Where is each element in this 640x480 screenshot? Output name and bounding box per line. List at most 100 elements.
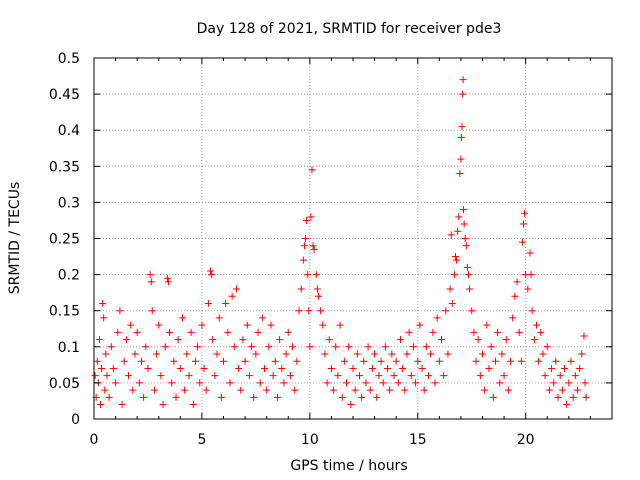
data-point bbox=[303, 216, 311, 224]
data-point bbox=[101, 386, 109, 394]
data-point bbox=[358, 393, 366, 401]
data-point bbox=[278, 364, 286, 372]
data-point bbox=[211, 372, 219, 380]
data-point bbox=[539, 350, 547, 358]
data-point bbox=[381, 343, 389, 351]
y-tick-label: 0.15 bbox=[49, 304, 80, 320]
data-point bbox=[433, 314, 441, 322]
data-point bbox=[392, 357, 400, 365]
data-point bbox=[437, 336, 445, 344]
data-point bbox=[213, 350, 221, 358]
data-point bbox=[125, 372, 133, 380]
data-point bbox=[325, 336, 333, 344]
data-point bbox=[291, 386, 299, 394]
data-point bbox=[347, 401, 355, 409]
data-point bbox=[129, 386, 137, 394]
data-point bbox=[390, 372, 398, 380]
x-tick-label: 0 bbox=[90, 432, 99, 448]
data-point bbox=[200, 364, 208, 372]
data-point bbox=[133, 328, 141, 336]
data-point bbox=[116, 307, 124, 315]
data-point bbox=[371, 350, 379, 358]
data-point bbox=[176, 364, 184, 372]
y-axis-label: SRMTID / TECUs bbox=[7, 182, 23, 295]
data-point bbox=[416, 321, 424, 329]
data-point bbox=[254, 328, 262, 336]
data-point bbox=[442, 307, 450, 315]
data-point bbox=[458, 123, 466, 131]
data-point bbox=[202, 386, 210, 394]
data-point bbox=[226, 379, 234, 387]
data-point bbox=[373, 393, 381, 401]
data-point bbox=[349, 364, 357, 372]
data-point bbox=[172, 393, 180, 401]
data-point bbox=[304, 271, 312, 279]
data-point bbox=[355, 372, 363, 380]
data-point bbox=[476, 372, 484, 380]
data-point bbox=[319, 321, 327, 329]
data-point bbox=[265, 343, 273, 351]
data-point bbox=[444, 350, 452, 358]
data-point bbox=[366, 386, 374, 394]
data-point bbox=[163, 274, 171, 282]
data-point bbox=[520, 220, 528, 228]
data-point bbox=[230, 343, 238, 351]
data-point bbox=[452, 253, 460, 261]
data-point bbox=[232, 285, 240, 293]
y-tick-label: 0.45 bbox=[49, 87, 80, 103]
data-point bbox=[307, 213, 315, 221]
data-point bbox=[170, 357, 178, 365]
data-point bbox=[327, 364, 335, 372]
data-point bbox=[532, 321, 540, 329]
data-point bbox=[528, 307, 536, 315]
data-point bbox=[209, 336, 217, 344]
data-point bbox=[515, 328, 523, 336]
data-points bbox=[91, 76, 590, 409]
data-point bbox=[250, 393, 258, 401]
data-point bbox=[545, 386, 553, 394]
data-point bbox=[174, 336, 182, 344]
data-point bbox=[487, 343, 495, 351]
data-point bbox=[99, 299, 107, 307]
data-point bbox=[554, 393, 562, 401]
data-point bbox=[183, 350, 191, 358]
y-axis-ticks: 0 0.05 0.1 0.15 0.2 0.25 0.3 0.35 0.4 0.45 0.5 bbox=[49, 51, 612, 428]
data-point bbox=[120, 357, 128, 365]
data-point bbox=[459, 90, 467, 98]
data-point bbox=[353, 350, 361, 358]
grid-lines bbox=[94, 58, 612, 419]
data-point bbox=[284, 328, 292, 336]
data-point bbox=[286, 372, 294, 380]
data-point bbox=[375, 372, 383, 380]
data-point bbox=[109, 364, 117, 372]
data-point bbox=[399, 364, 407, 372]
data-point bbox=[96, 401, 104, 409]
data-point bbox=[185, 372, 193, 380]
data-point bbox=[403, 350, 411, 358]
data-point bbox=[91, 372, 99, 380]
data-point bbox=[293, 357, 301, 365]
data-point bbox=[459, 76, 467, 84]
data-point bbox=[552, 357, 560, 365]
data-point bbox=[571, 372, 579, 380]
data-point bbox=[330, 386, 338, 394]
data-point bbox=[447, 231, 455, 239]
data-point bbox=[217, 393, 225, 401]
data-point bbox=[463, 263, 471, 271]
data-point bbox=[204, 299, 212, 307]
data-point bbox=[563, 401, 571, 409]
data-point bbox=[507, 357, 515, 365]
data-point bbox=[187, 328, 195, 336]
data-point bbox=[280, 379, 288, 387]
data-point bbox=[157, 372, 165, 380]
x-tick-label: 20 bbox=[517, 432, 535, 448]
data-point bbox=[336, 321, 344, 329]
data-point bbox=[178, 314, 186, 322]
data-point bbox=[338, 393, 346, 401]
data-point bbox=[576, 364, 584, 372]
data-point bbox=[317, 307, 325, 315]
data-point bbox=[261, 364, 269, 372]
data-point bbox=[215, 314, 223, 322]
